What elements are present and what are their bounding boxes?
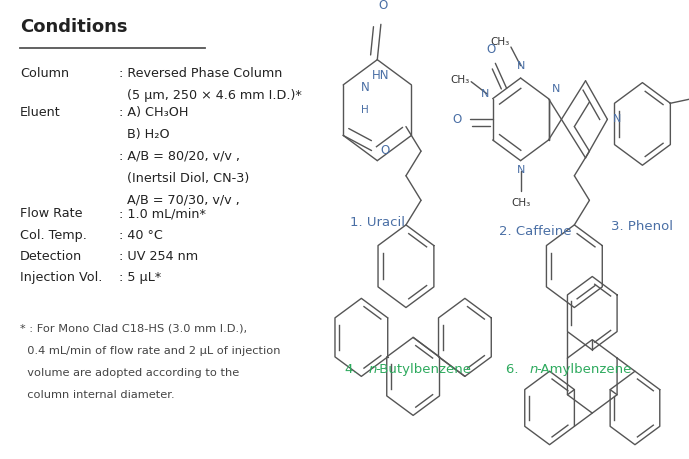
Text: Injection Vol.: Injection Vol. — [20, 271, 102, 284]
Text: volume are adopted according to the: volume are adopted according to the — [20, 368, 239, 378]
Text: (5 μm, 250 × 4.6 mm I.D.)*: (5 μm, 250 × 4.6 mm I.D.)* — [119, 89, 302, 101]
Text: : 40 °C: : 40 °C — [119, 229, 163, 241]
Text: Col. Temp.: Col. Temp. — [20, 229, 87, 241]
Text: Column: Column — [20, 67, 69, 79]
Text: O: O — [452, 113, 461, 126]
Text: 0.4 mL/min of flow rate and 2 μL of injection: 0.4 mL/min of flow rate and 2 μL of inje… — [20, 346, 280, 356]
Text: Detection: Detection — [20, 250, 82, 263]
Text: N: N — [552, 84, 560, 94]
Text: HN: HN — [372, 69, 390, 82]
Text: -Amylbenzene: -Amylbenzene — [536, 363, 632, 375]
Text: CH₃: CH₃ — [490, 37, 509, 47]
Text: n: n — [530, 363, 538, 375]
Text: A/B = 70/30, v/v ,: A/B = 70/30, v/v , — [119, 194, 240, 207]
Text: O: O — [380, 144, 389, 157]
Text: : Reversed Phase Column: : Reversed Phase Column — [119, 67, 282, 79]
Text: O: O — [486, 43, 495, 56]
Text: 1. Uracil: 1. Uracil — [350, 216, 405, 229]
Text: N: N — [361, 81, 370, 94]
Text: 3. Phenol: 3. Phenol — [611, 220, 673, 233]
Text: : 1.0 mL/min*: : 1.0 mL/min* — [119, 207, 206, 220]
Text: CH₃: CH₃ — [451, 75, 470, 84]
Text: Eluent: Eluent — [20, 106, 61, 118]
Text: (Inertsil Diol, CN-3): (Inertsil Diol, CN-3) — [119, 172, 249, 185]
Text: * : For Mono Clad C18-HS (3.0 mm I.D.),: * : For Mono Clad C18-HS (3.0 mm I.D.), — [20, 324, 247, 334]
Text: -Butylbenzene: -Butylbenzene — [375, 363, 471, 375]
Text: H: H — [361, 105, 369, 115]
Text: Conditions: Conditions — [20, 18, 127, 36]
Text: 4.: 4. — [345, 363, 362, 375]
Text: column internal diameter.: column internal diameter. — [20, 390, 174, 400]
Text: N: N — [613, 114, 621, 124]
Text: N: N — [481, 89, 489, 99]
Text: : 5 μL*: : 5 μL* — [119, 271, 161, 284]
Text: CH₃: CH₃ — [511, 198, 531, 208]
Text: : A/B = 80/20, v/v ,: : A/B = 80/20, v/v , — [119, 150, 240, 162]
Text: 6.: 6. — [506, 363, 523, 375]
Text: N: N — [517, 61, 525, 71]
Text: B) H₂O: B) H₂O — [119, 128, 169, 140]
Text: n: n — [369, 363, 377, 375]
Text: O: O — [378, 0, 387, 12]
Text: : UV 254 nm: : UV 254 nm — [119, 250, 198, 263]
Text: Flow Rate: Flow Rate — [20, 207, 83, 220]
Text: 2. Caffeine: 2. Caffeine — [499, 225, 571, 238]
Text: : A) CH₃OH: : A) CH₃OH — [119, 106, 189, 118]
Text: N: N — [517, 165, 525, 175]
